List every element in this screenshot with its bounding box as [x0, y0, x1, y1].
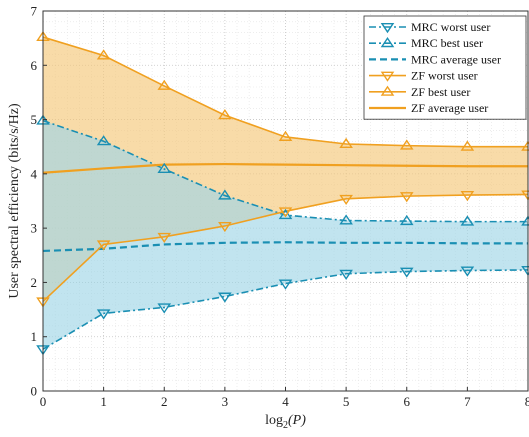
- data-point: [399, 267, 414, 278]
- legend-entry-label: MRC average user: [411, 52, 501, 66]
- data-point: [218, 221, 232, 233]
- legend-entry-label: MRC worst user: [411, 20, 490, 34]
- y-axis-label: User spectral efficiency (bits/s/Hz): [7, 103, 22, 299]
- data-point: [278, 130, 293, 141]
- data-point: [339, 137, 353, 149]
- data-point: [157, 232, 172, 244]
- x-tick-label: 7: [464, 394, 471, 409]
- data-point: [399, 192, 414, 203]
- data-point: [460, 215, 475, 226]
- data-point: [157, 162, 172, 173]
- legend-box: [363, 15, 527, 120]
- data-point: [96, 309, 111, 320]
- legend-marker: [380, 23, 395, 34]
- data-point: [278, 208, 293, 220]
- data-point: [96, 135, 111, 146]
- data-point: [278, 279, 293, 290]
- y-tick-label: 5: [31, 112, 38, 127]
- data-point: [399, 139, 414, 150]
- y-tick-label: 6: [31, 58, 38, 73]
- data-point: [339, 214, 353, 225]
- legend: MRC worst user MRC best user MRC average u…: [363, 15, 527, 120]
- data-point: [339, 269, 353, 280]
- y-tick-label: 1: [31, 329, 38, 344]
- shaded-regions: [43, 37, 528, 350]
- x-axis-label-argument: (P): [288, 413, 306, 428]
- series-line: [42, 269, 529, 350]
- series-line: [42, 241, 528, 253]
- x-axis-label: log2(P): [265, 413, 306, 431]
- y-tick-label: 3: [31, 221, 38, 236]
- x-tick-label: 8: [525, 394, 529, 409]
- axis-ticks: 0 1 2 3 4 5 6 7 8 0 1 2 3 4 5 6 7: [31, 4, 529, 410]
- data-point: [218, 109, 232, 120]
- series-line: [42, 36, 528, 148]
- data-point: [96, 49, 111, 60]
- legend-entry-label: ZF worst user: [411, 69, 478, 83]
- fill-region: [43, 120, 528, 350]
- data-point: [157, 303, 172, 314]
- data-point: [157, 79, 172, 90]
- data-point: [96, 240, 111, 251]
- data-point: [218, 189, 232, 200]
- legend-entry-label: ZF average user: [411, 101, 488, 115]
- legend-marker: [380, 71, 395, 82]
- y-tick-label: 7: [31, 4, 38, 19]
- data-point: [218, 292, 232, 303]
- data-point: [460, 191, 475, 202]
- data-point: [460, 266, 475, 277]
- data-point: [278, 207, 293, 218]
- x-tick-label: 0: [40, 394, 47, 409]
- data-point: [339, 194, 353, 206]
- x-tick-label: 3: [222, 394, 229, 409]
- y-tick-label: 4: [31, 166, 38, 181]
- legend-marker: [380, 85, 395, 96]
- data-point: [399, 214, 414, 226]
- x-tick-label: 1: [100, 394, 107, 409]
- x-tick-label: 2: [161, 394, 168, 409]
- data-point: [460, 140, 475, 151]
- x-tick-label: 6: [404, 394, 411, 409]
- x-axis-label-subscript: 2: [283, 420, 288, 431]
- legend-marker: [380, 36, 395, 48]
- x-tick-label: 5: [343, 394, 350, 409]
- series-line: [42, 162, 528, 174]
- series-markers: [36, 30, 529, 356]
- legend-entry-label: ZF best user: [411, 85, 470, 99]
- x-axis-label-log: log: [265, 413, 283, 428]
- x-tick-label: 4: [282, 394, 289, 409]
- y-tick-label: 2: [31, 275, 38, 290]
- y-tick-label: 0: [31, 384, 38, 399]
- legend-entry-label: MRC best user: [411, 36, 483, 50]
